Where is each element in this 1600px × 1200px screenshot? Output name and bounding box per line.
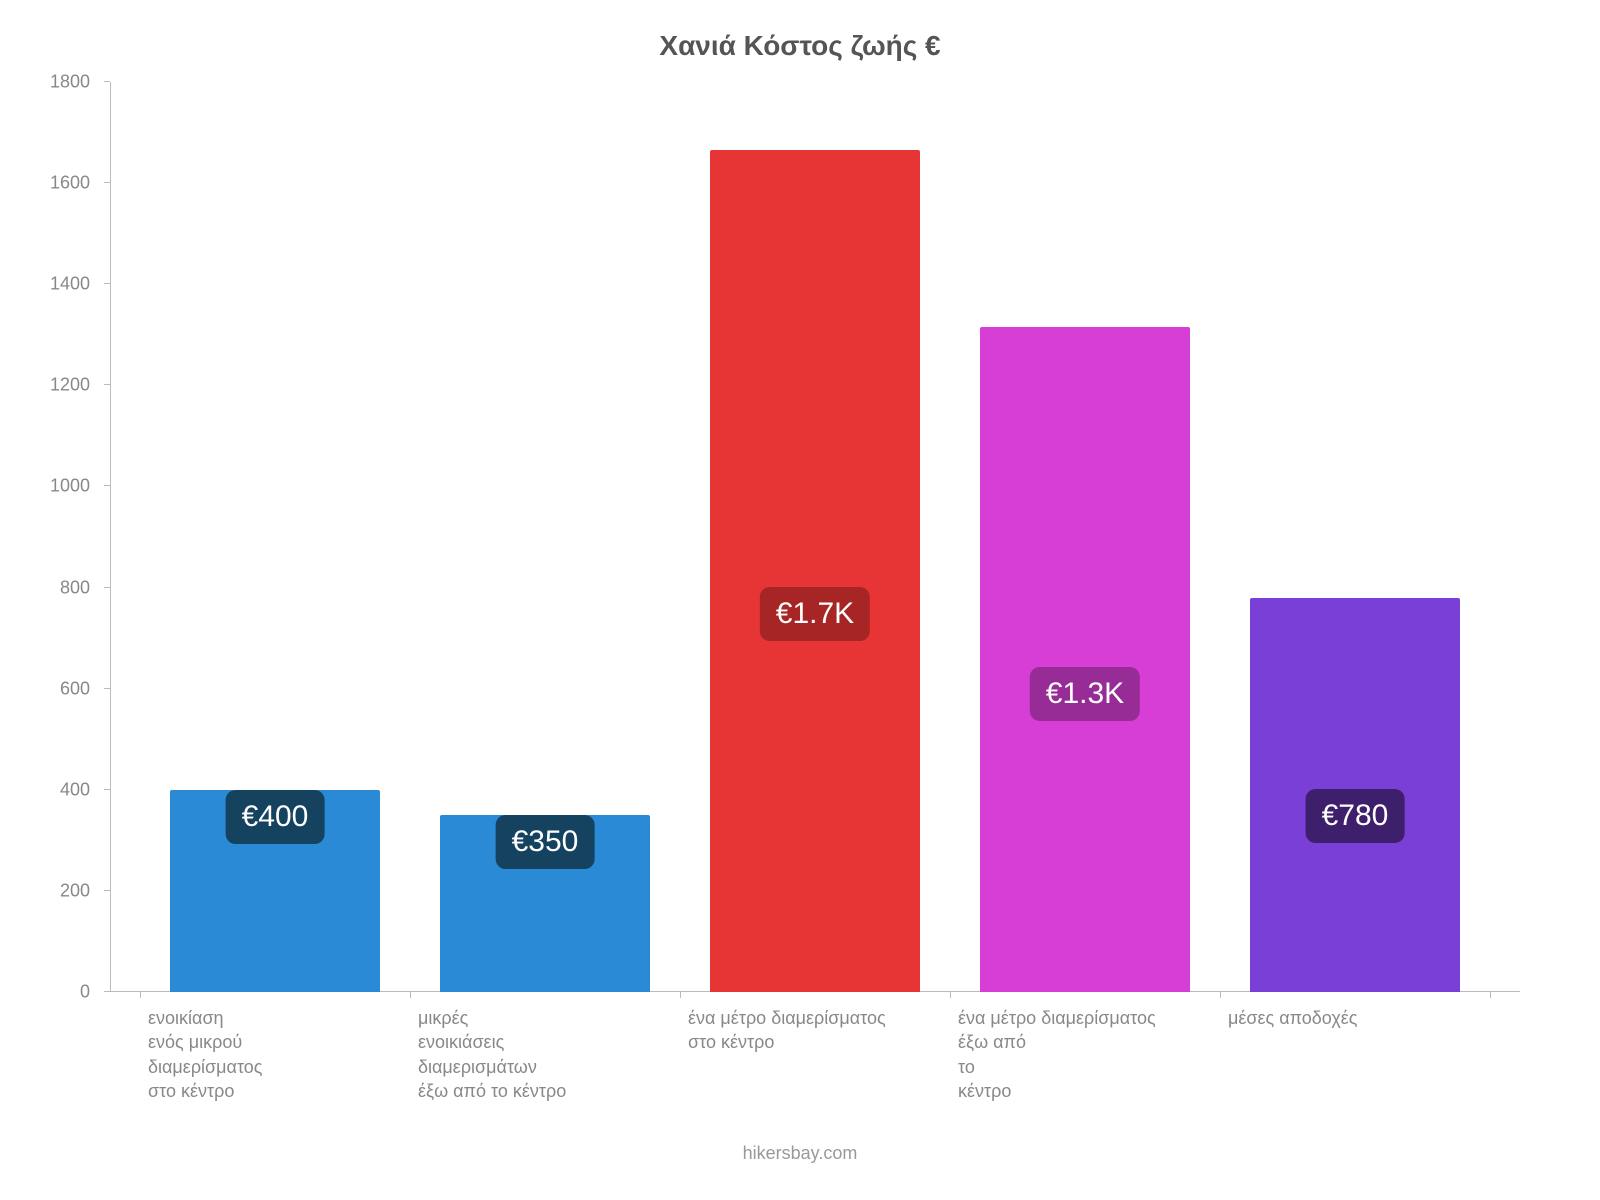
y-tick-mark xyxy=(104,991,110,992)
x-axis-labels: ενοικίασηενός μικρούδιαμερίσματοςστο κέν… xyxy=(110,992,1520,1103)
x-label-slot: μικρέςενοικιάσειςδιαμερισμάτωνέξω από το… xyxy=(410,1006,680,1103)
y-tick-label: 1600 xyxy=(30,173,90,194)
x-tick-mark xyxy=(1220,992,1221,998)
y-tick-mark xyxy=(104,485,110,486)
y-tick-mark xyxy=(104,688,110,689)
bar-slot: €1.3K xyxy=(950,82,1220,992)
bar-slot: €350 xyxy=(410,82,680,992)
x-axis-label: ένα μέτρο διαμερίσματοςέξω απότοκέντρο xyxy=(958,1006,1168,1103)
bar-value-label-wrap: €400 xyxy=(226,790,325,1002)
bar-value-label-wrap: €1.3K xyxy=(1030,667,1140,721)
y-tick-mark xyxy=(104,182,110,183)
y-tick-mark xyxy=(104,789,110,790)
y-tick-label: 1200 xyxy=(30,375,90,396)
y-tick-mark xyxy=(104,890,110,891)
x-axis-label: μέσες αποδοχές xyxy=(1228,1006,1438,1030)
y-axis: 020040060080010001200140016001800 xyxy=(40,82,100,992)
chart-footer: hikersbay.com xyxy=(40,1143,1560,1164)
bar-value-label-wrap: €780 xyxy=(1306,789,1405,843)
bar-value-label: €1.7K xyxy=(760,587,870,641)
x-label-slot: ένα μέτρο διαμερίσματοςστο κέντρο xyxy=(680,1006,950,1103)
plot-area: 020040060080010001200140016001800 €400€3… xyxy=(110,82,1520,992)
x-tick-mark xyxy=(680,992,681,998)
x-label-slot: μέσες αποδοχές xyxy=(1220,1006,1490,1103)
chart-title: Χανιά Κόστος ζωής € xyxy=(40,30,1560,62)
x-tick-mark xyxy=(410,992,411,998)
x-tick-mark xyxy=(950,992,951,998)
y-tick-mark xyxy=(104,283,110,284)
y-tick-label: 800 xyxy=(30,577,90,598)
bar: €400 xyxy=(170,790,381,992)
chart-container: Χανιά Κόστος ζωής € 02004006008001000120… xyxy=(0,0,1600,1200)
bar-value-label: €780 xyxy=(1306,789,1405,843)
y-tick-label: 400 xyxy=(30,779,90,800)
y-tick-label: 200 xyxy=(30,880,90,901)
x-label-slot: ένα μέτρο διαμερίσματοςέξω απότοκέντρο xyxy=(950,1006,1220,1103)
x-label-slot: ενοικίασηενός μικρούδιαμερίσματοςστο κέν… xyxy=(140,1006,410,1103)
bar-value-label: €1.3K xyxy=(1030,667,1140,721)
y-tick-label: 1400 xyxy=(30,274,90,295)
bar-slot: €400 xyxy=(140,82,410,992)
x-tick-mark xyxy=(140,992,141,998)
bar-slot: €780 xyxy=(1220,82,1490,992)
bar: €350 xyxy=(440,815,651,992)
x-tick-mark xyxy=(1490,992,1491,998)
y-tick-mark xyxy=(104,81,110,82)
y-tick-label: 1800 xyxy=(30,72,90,93)
y-tick-label: 600 xyxy=(30,678,90,699)
x-axis-label: ενοικίασηενός μικρούδιαμερίσματοςστο κέν… xyxy=(148,1006,358,1103)
bar: €1.3K xyxy=(980,327,1191,992)
bar-value-label-wrap: €1.7K xyxy=(760,587,870,641)
x-axis-label: ένα μέτρο διαμερίσματοςστο κέντρο xyxy=(688,1006,898,1055)
y-tick-label: 1000 xyxy=(30,476,90,497)
y-tick-label: 0 xyxy=(30,982,90,1003)
x-axis-label: μικρέςενοικιάσειςδιαμερισμάτωνέξω από το… xyxy=(418,1006,628,1103)
y-tick-mark xyxy=(104,587,110,588)
bar-value-label: €350 xyxy=(496,815,595,869)
bar: €1.7K xyxy=(710,150,921,992)
bar-slot: €1.7K xyxy=(680,82,950,992)
bar-value-label-wrap: €350 xyxy=(496,815,595,1008)
y-tick-mark xyxy=(104,384,110,385)
bars-region: €400 €350 €1.7K €1.3K €780 xyxy=(110,82,1520,992)
bar: €780 xyxy=(1250,598,1461,992)
bar-value-label: €400 xyxy=(226,790,325,844)
